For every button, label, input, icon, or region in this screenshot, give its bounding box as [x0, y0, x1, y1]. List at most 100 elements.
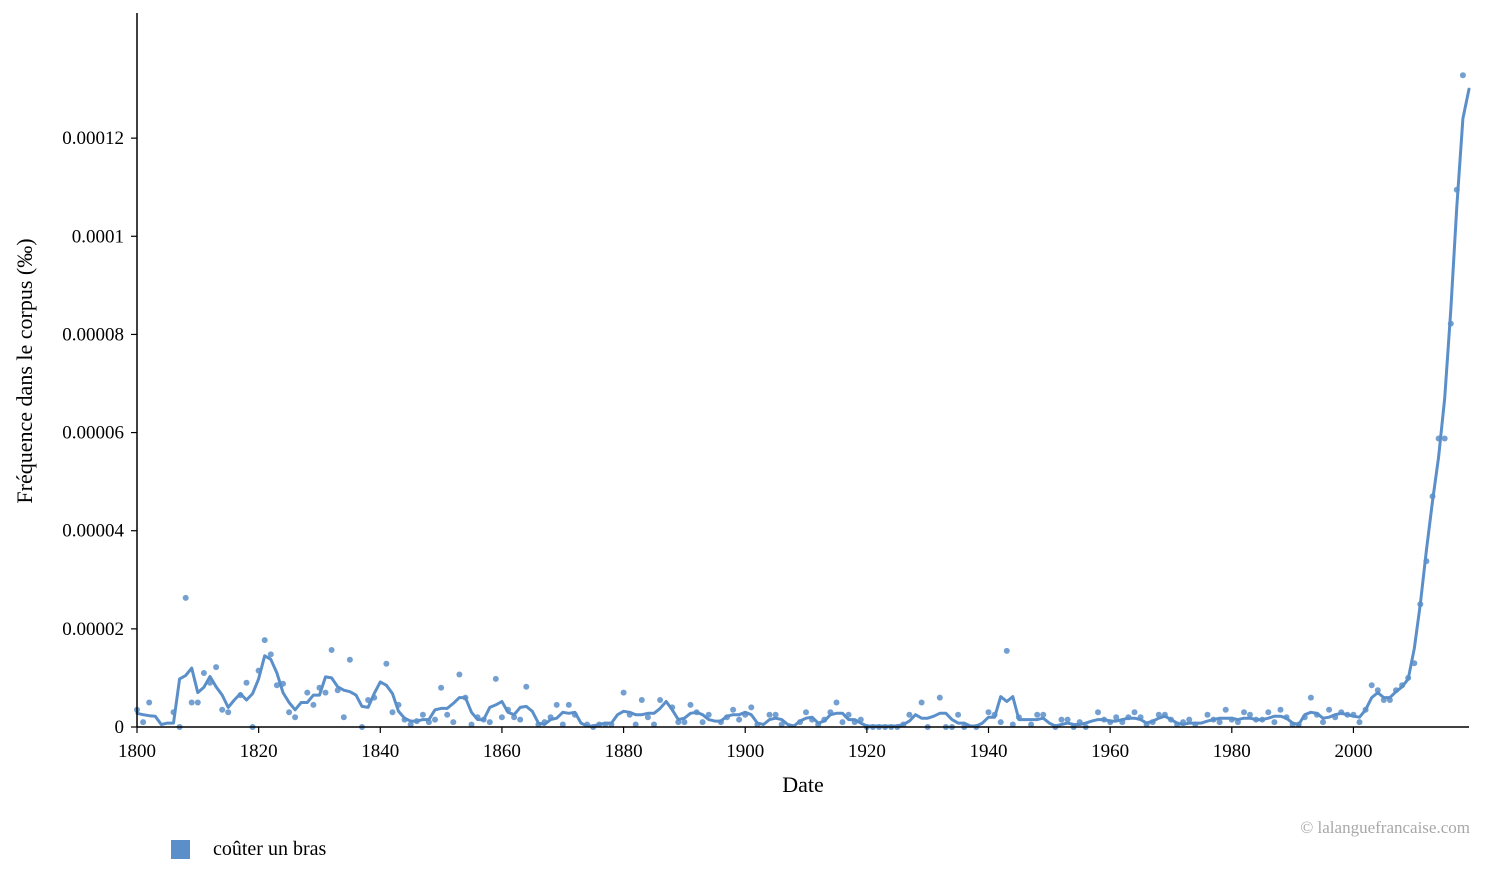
data-point	[778, 721, 785, 728]
copyright-notice: © lalanguefrancaise.com	[1300, 818, 1470, 837]
data-point	[498, 714, 505, 721]
data-point	[213, 664, 220, 671]
data-point	[657, 697, 664, 703]
data-point	[730, 706, 737, 713]
data-point	[1374, 687, 1381, 694]
axes: 1800 1820 1840 1860 1880 1900 1920 1940 1960 1980…	[62, 13, 1469, 762]
data-point	[450, 719, 457, 726]
data-point	[1247, 711, 1253, 718]
data-point	[1034, 711, 1041, 718]
data-point	[432, 716, 438, 723]
data-point	[1028, 721, 1035, 728]
legend-swatch	[171, 840, 190, 859]
data-point	[188, 699, 195, 706]
data-point	[1204, 711, 1211, 718]
data-point	[1441, 435, 1448, 442]
legend: coûter un bras	[171, 838, 326, 861]
data-point	[1095, 709, 1101, 716]
data-point	[267, 651, 274, 658]
data-point	[340, 714, 347, 721]
data-point	[346, 656, 353, 663]
data-point	[651, 721, 657, 728]
data-point	[1186, 716, 1193, 723]
data-point	[1368, 682, 1375, 689]
data-point	[389, 709, 396, 716]
data-point	[1459, 72, 1466, 79]
data-point	[383, 660, 390, 667]
data-point	[839, 719, 846, 726]
data-point	[328, 647, 335, 653]
data-point	[1040, 711, 1047, 718]
data-point	[736, 716, 743, 723]
data-point	[1064, 716, 1071, 723]
data-point	[182, 594, 189, 601]
data-point	[687, 701, 694, 708]
data-point	[517, 716, 524, 723]
x-tick-label: 1800	[118, 741, 156, 762]
data-point	[146, 699, 153, 706]
data-point	[523, 683, 530, 690]
data-point	[225, 709, 232, 716]
data-point	[273, 682, 280, 689]
y-tick-label: 0.0001	[72, 226, 124, 247]
data-point	[492, 675, 499, 682]
data-point	[1113, 714, 1120, 721]
data-point	[1320, 719, 1326, 726]
y-tick-label: 0.00006	[62, 423, 124, 444]
data-point	[638, 697, 645, 703]
data-point	[1326, 706, 1333, 713]
data-point	[559, 721, 566, 728]
data-point	[803, 709, 809, 716]
x-tick-label: 1980	[1213, 741, 1251, 762]
data-point	[553, 701, 560, 708]
data-point	[705, 711, 712, 718]
y-tick-label: 0	[115, 717, 125, 738]
data-point	[194, 699, 201, 706]
data-point	[681, 719, 688, 726]
data-point	[310, 701, 317, 708]
data-point	[620, 689, 627, 696]
x-tick-label: 1940	[970, 741, 1008, 762]
data-point	[1131, 709, 1138, 716]
data-point	[286, 709, 293, 716]
x-tick-label: 1820	[240, 741, 278, 762]
data-point	[644, 714, 651, 721]
series-line	[135, 87, 1471, 728]
data-point	[1003, 647, 1010, 654]
data-point	[906, 711, 913, 718]
data-point	[1216, 719, 1223, 726]
data-point	[438, 684, 445, 691]
data-point	[833, 699, 840, 706]
data-point	[1241, 709, 1247, 716]
data-point	[1009, 721, 1016, 728]
data-point	[1222, 706, 1229, 713]
x-tick-label: 2000	[1334, 741, 1372, 762]
data-point	[1356, 719, 1363, 726]
data-point	[918, 699, 925, 706]
data-point	[565, 701, 572, 708]
x-tick-label: 1840	[361, 741, 399, 762]
legend-label: coûter un bras	[213, 838, 327, 860]
x-tick-label: 1900	[726, 741, 764, 762]
data-point	[140, 719, 147, 726]
y-tick-label: 0.00002	[62, 619, 124, 640]
data-point	[304, 689, 311, 696]
data-point	[985, 709, 992, 716]
data-point	[468, 721, 475, 728]
x-tick-label: 1860	[483, 741, 521, 762]
data-point	[955, 711, 962, 718]
data-point	[456, 671, 463, 678]
data-point	[407, 721, 414, 728]
data-point	[1265, 709, 1272, 716]
data-point	[1307, 694, 1314, 701]
x-tick-label: 1920	[848, 741, 886, 762]
y-tick-label: 0.00004	[62, 521, 124, 542]
data-point	[200, 670, 207, 676]
data-point	[322, 689, 329, 696]
data-point	[444, 711, 451, 718]
data-point	[699, 719, 706, 726]
data-point	[1277, 706, 1284, 713]
data-point	[219, 706, 226, 713]
data-point	[748, 704, 755, 711]
data-point	[936, 694, 943, 701]
